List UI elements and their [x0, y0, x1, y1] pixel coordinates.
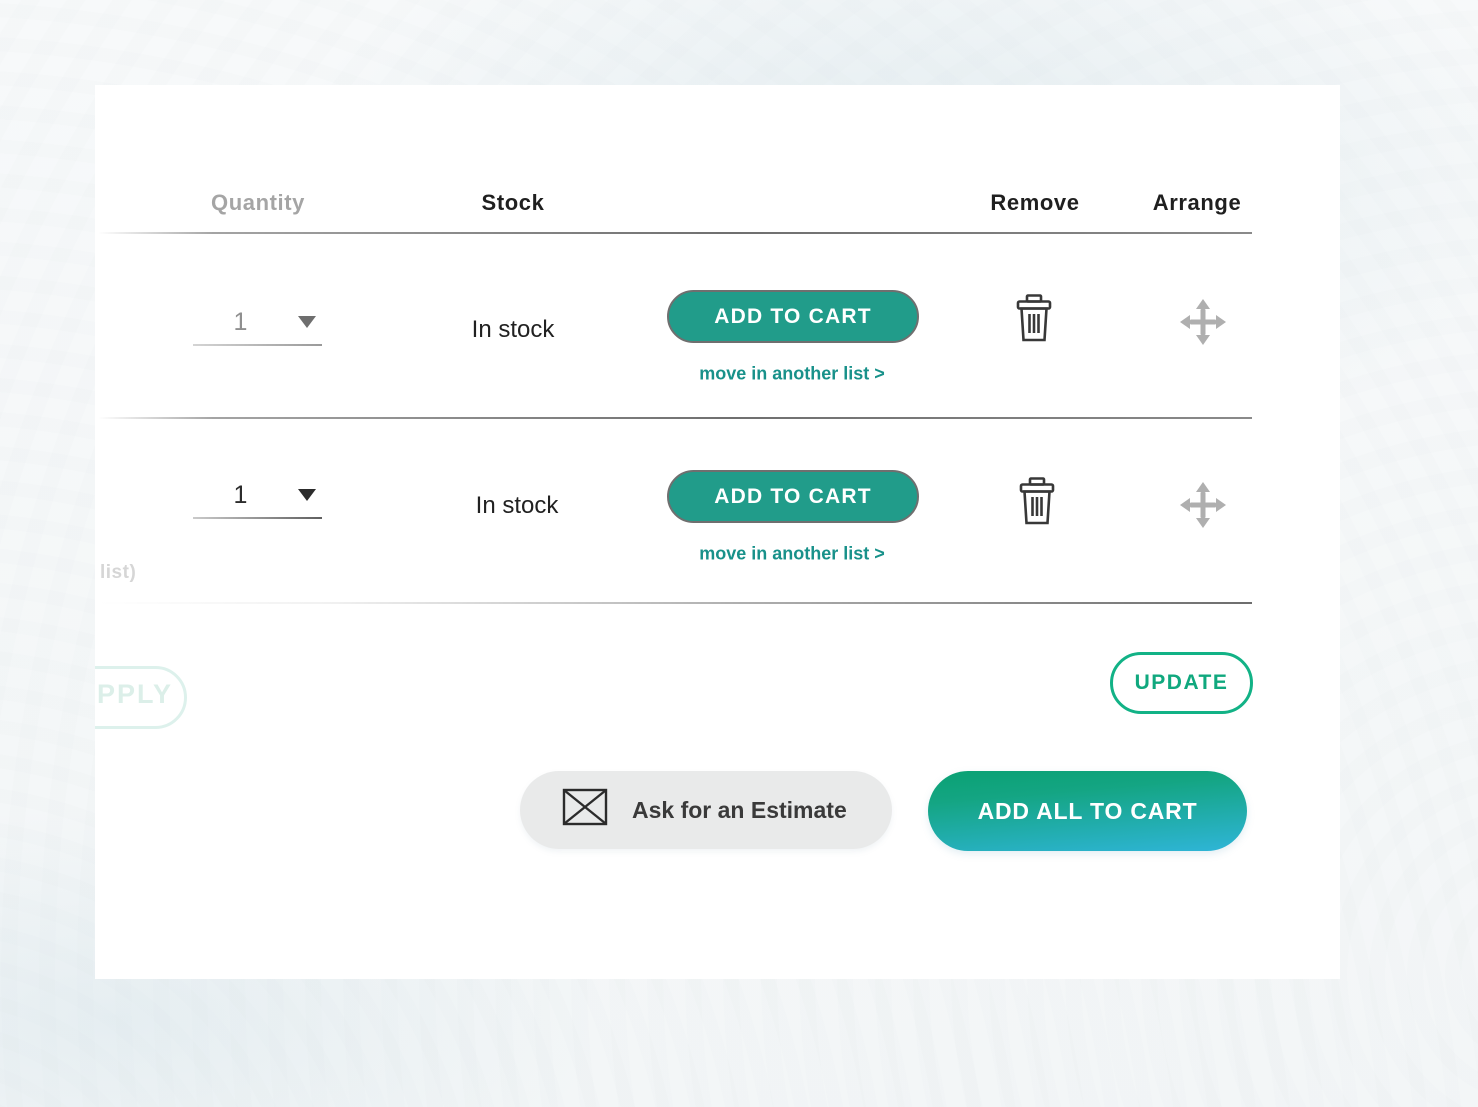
chevron-down-icon — [298, 489, 316, 501]
chevron-down-icon — [298, 316, 316, 328]
quantity-underline — [193, 517, 322, 519]
quantity-underline — [193, 344, 322, 346]
ask-estimate-button[interactable]: Ask for an Estimate — [520, 771, 892, 849]
trash-icon — [1017, 477, 1057, 529]
row-divider — [98, 417, 1252, 419]
stock-status: In stock — [475, 492, 559, 519]
column-header-remove: Remove — [990, 190, 1080, 215]
add-to-cart-button[interactable]: ADD TO CART — [667, 290, 919, 343]
move-arrows-icon — [1180, 482, 1226, 531]
quantity-value: 1 — [233, 308, 248, 336]
quantity-value: 1 — [233, 481, 248, 509]
add-to-cart-button[interactable]: ADD TO CART — [667, 470, 919, 523]
column-header-stock: Stock — [481, 190, 545, 215]
update-button[interactable]: UPDATE — [1110, 652, 1253, 714]
quantity-select[interactable]: 1 — [193, 474, 322, 519]
envelope-icon — [562, 788, 608, 832]
remove-button[interactable] — [1014, 293, 1054, 343]
header-divider — [98, 232, 1252, 234]
apply-button-faded[interactable] — [95, 666, 187, 729]
remove-button[interactable] — [1017, 476, 1057, 526]
move-to-another-list-link[interactable]: move in another list > — [699, 543, 885, 564]
ask-estimate-label: Ask for an Estimate — [632, 796, 847, 823]
trash-icon — [1014, 294, 1054, 346]
clipped-list-text: list) — [100, 562, 137, 583]
row-divider — [98, 602, 1252, 604]
quantity-select[interactable]: 1 — [193, 301, 322, 346]
column-header-arrange: Arrange — [1152, 190, 1242, 215]
column-header-quantity: Quantity — [210, 190, 306, 215]
wishlist-table-card: Quantity Stock Remove Arrange 1 In stock… — [95, 85, 1340, 979]
add-all-to-cart-button[interactable]: ADD ALL TO CART — [928, 771, 1247, 851]
move-to-another-list-link[interactable]: move in another list > — [699, 363, 885, 384]
stock-status: In stock — [471, 316, 555, 343]
move-arrows-icon — [1180, 299, 1226, 348]
arrange-drag-handle[interactable] — [1180, 299, 1226, 345]
arrange-drag-handle[interactable] — [1180, 482, 1226, 528]
